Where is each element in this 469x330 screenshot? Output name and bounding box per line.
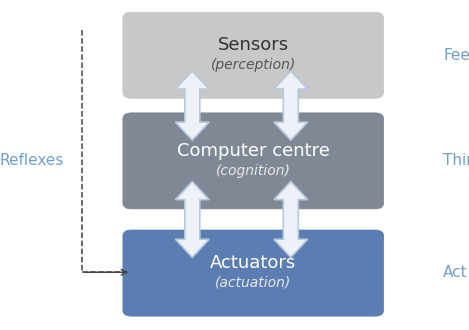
Text: Act: Act: [443, 265, 468, 280]
FancyBboxPatch shape: [123, 230, 384, 316]
FancyBboxPatch shape: [123, 113, 384, 209]
Polygon shape: [274, 182, 308, 257]
Text: Feel: Feel: [443, 48, 469, 63]
Text: Computer centre: Computer centre: [177, 142, 330, 160]
Polygon shape: [175, 182, 209, 257]
Text: Sensors: Sensors: [218, 36, 289, 54]
Text: Reflexes: Reflexes: [0, 152, 64, 168]
Polygon shape: [274, 71, 308, 140]
Text: Actuators: Actuators: [210, 254, 296, 272]
Text: (cognition): (cognition): [216, 164, 291, 178]
Polygon shape: [175, 71, 209, 140]
Text: Think: Think: [443, 152, 469, 168]
Text: (perception): (perception): [211, 58, 296, 72]
FancyBboxPatch shape: [123, 12, 384, 98]
Text: (actuation): (actuation): [215, 276, 291, 290]
